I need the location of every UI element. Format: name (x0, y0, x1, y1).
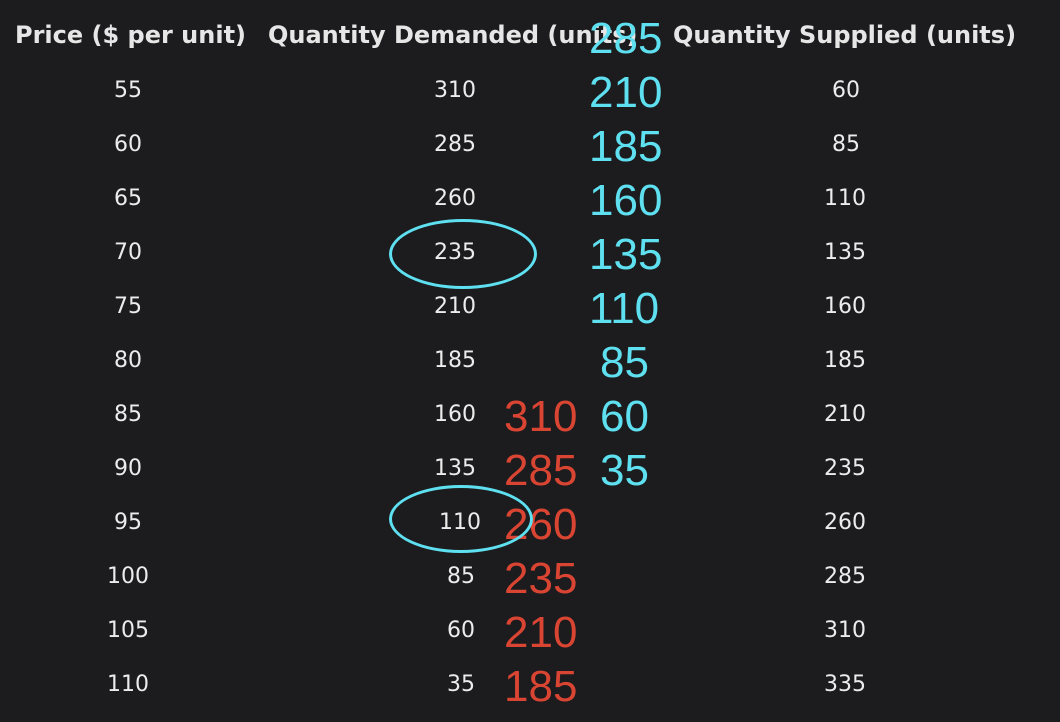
cyan-overlay-number: 185 (589, 122, 663, 171)
cyan-overlay-number: 285 (589, 14, 663, 63)
price-cell: 60 (114, 132, 142, 157)
red-overlay-number: 185 (504, 662, 578, 711)
demanded-cell: 160 (434, 402, 476, 427)
supplied-cell: 85 (832, 132, 860, 157)
price-cell: 85 (114, 402, 142, 427)
price-cell: 80 (114, 348, 142, 373)
supplied-cell: 185 (824, 348, 866, 373)
highlight-ellipse-235 (389, 219, 537, 289)
red-overlay-number: 310 (504, 392, 578, 441)
price-cell: 105 (107, 618, 149, 643)
price-cell: 55 (114, 78, 142, 103)
header-quantity-supplied: Quantity Supplied (units) (673, 21, 1017, 49)
supplied-cell: 135 (824, 240, 866, 265)
price-cell: 75 (114, 294, 142, 319)
cyan-overlay-top-fragment: 260 (589, 0, 662, 10)
supplied-cell: 335 (824, 672, 866, 697)
supplied-cell: 260 (824, 510, 866, 535)
supplied-cell: 235 (824, 456, 866, 481)
supplied-cell: 210 (824, 402, 866, 427)
cyan-overlay-number: 160 (589, 176, 663, 225)
price-cell: 65 (114, 186, 142, 211)
supplied-cell: 285 (824, 564, 866, 589)
demanded-cell: 135 (434, 456, 476, 481)
supplied-cell: 60 (832, 78, 860, 103)
price-cell: 95 (114, 510, 142, 535)
demanded-cell: 260 (434, 186, 476, 211)
price-cell: 70 (114, 240, 142, 265)
demanded-cell: 285 (434, 132, 476, 157)
supplied-cell: 310 (824, 618, 866, 643)
cyan-overlay-number: 60 (600, 392, 649, 441)
demanded-cell: 60 (447, 618, 475, 643)
cyan-overlay-number: 210 (589, 68, 663, 117)
cyan-overlay-number: 35 (600, 446, 649, 495)
price-cell: 110 (107, 672, 149, 697)
header-quantity-demanded: Quantity Demanded (units) (268, 21, 638, 49)
demanded-cell: 35 (447, 672, 475, 697)
red-overlay-number: 235 (504, 554, 578, 603)
red-overlay-number: 285 (504, 446, 578, 495)
demanded-cell: 310 (434, 78, 476, 103)
price-cell: 100 (107, 564, 149, 589)
highlight-ellipse-110 (389, 485, 533, 553)
demanded-cell: 85 (447, 564, 475, 589)
cyan-overlay-number: 110 (589, 284, 660, 333)
supplied-cell: 160 (824, 294, 866, 319)
demanded-cell: 185 (434, 348, 476, 373)
header-price: Price ($ per unit) (15, 21, 247, 49)
red-overlay-number: 210 (504, 608, 578, 657)
demanded-cell: 210 (434, 294, 476, 319)
cyan-overlay-number: 135 (589, 230, 663, 279)
cyan-overlay-number: 85 (600, 338, 649, 387)
supplied-cell: 110 (824, 186, 866, 211)
price-cell: 90 (114, 456, 142, 481)
